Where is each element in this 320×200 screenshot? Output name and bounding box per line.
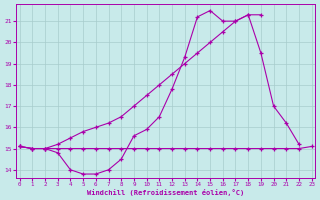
X-axis label: Windchill (Refroidissement éolien,°C): Windchill (Refroidissement éolien,°C) [87,189,244,196]
